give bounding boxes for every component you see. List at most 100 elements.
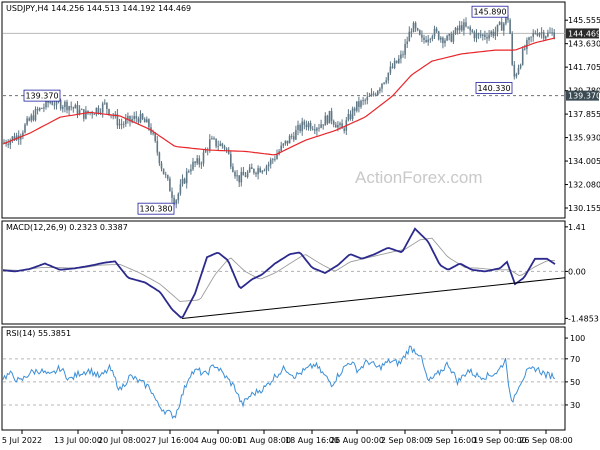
candle-body — [358, 101, 360, 107]
candle-body — [290, 135, 293, 137]
candle-body — [385, 80, 387, 83]
macd-trendline — [181, 277, 566, 320]
candle-body — [125, 119, 127, 124]
candle-body — [498, 22, 501, 25]
candle-body — [30, 115, 33, 121]
candle-body — [200, 163, 203, 165]
candle-body — [444, 40, 446, 44]
candle-body — [51, 101, 54, 105]
candle-body — [148, 119, 150, 128]
price-tick-label: 137.855 — [568, 110, 600, 119]
candle-body — [9, 140, 12, 145]
candle-body — [513, 64, 516, 77]
candle-body — [429, 38, 432, 40]
candle-body — [307, 122, 310, 128]
price-tick-label: 134.005 — [568, 157, 600, 166]
candle-body — [318, 127, 320, 129]
candle-body — [379, 88, 381, 91]
candle-body — [551, 32, 553, 34]
candle-body — [209, 139, 211, 151]
candle-body — [139, 113, 142, 123]
time-tick-label: 19 Sep 00:00 — [473, 436, 526, 445]
candle-body — [106, 102, 108, 110]
candle-body — [389, 66, 392, 73]
candle-body — [173, 197, 175, 205]
price-header: USDJPY,H4 144.256 144.513 144.192 144.46… — [6, 4, 191, 13]
candle-body — [133, 116, 135, 120]
candle-body — [456, 27, 459, 31]
macd-axis: 1.41 0.00 -1.4853 — [565, 223, 599, 323]
candle-body — [442, 37, 444, 44]
candle-body — [524, 48, 526, 50]
candle-body — [146, 119, 148, 123]
candle-body — [427, 39, 429, 43]
candle-body — [400, 54, 402, 59]
low-callout-140: 140.330 — [477, 84, 510, 93]
candle-body — [122, 123, 125, 125]
candle-body — [295, 129, 297, 140]
candle-body — [234, 171, 236, 177]
time-tick-label: 11 Aug 08:00 — [237, 436, 291, 445]
candle-body — [246, 172, 249, 177]
candle-body — [118, 123, 121, 126]
candle-body — [475, 33, 478, 39]
candle-body — [446, 35, 448, 41]
candle-body — [324, 115, 327, 126]
candle-body — [265, 166, 268, 171]
candle-body — [311, 128, 314, 130]
candle-body — [330, 110, 333, 121]
time-tick-label: 13 Jul 00:00 — [54, 436, 102, 445]
candle-body — [49, 101, 51, 103]
level-callout-139: 139.370 — [25, 92, 58, 101]
candle-body — [528, 37, 530, 41]
candle-body — [440, 37, 442, 40]
level-callout-139-box — [23, 89, 61, 102]
candle-body — [120, 123, 123, 125]
price-tick-label: 130.155 — [568, 204, 600, 213]
candle-body — [211, 138, 213, 140]
candle-body — [24, 124, 26, 133]
candle-body — [85, 110, 87, 119]
candle-body — [297, 125, 299, 130]
candle-body — [374, 94, 377, 96]
rsi-tick-label: 100 — [570, 334, 585, 343]
candle-body — [486, 37, 488, 39]
candle-body — [22, 132, 24, 137]
macd-tick-label: 1.41 — [568, 223, 586, 232]
rsi-tick-label: 50 — [570, 378, 580, 387]
candle-body — [276, 154, 278, 160]
candle-body — [433, 28, 436, 37]
candle-body — [183, 178, 186, 184]
candle-body — [545, 36, 547, 39]
candle-body — [339, 123, 341, 125]
candle-body — [255, 172, 257, 175]
candle-body — [36, 108, 39, 111]
candle-body — [3, 142, 5, 143]
candle-body — [538, 33, 541, 36]
candle-body — [64, 101, 66, 108]
candle-body — [423, 37, 425, 40]
candle-body — [526, 40, 528, 50]
candle-body — [62, 107, 64, 109]
candle-body — [362, 99, 364, 101]
candle-body — [213, 138, 215, 140]
candle-body — [227, 149, 230, 155]
candle-body — [223, 146, 226, 149]
candle-body — [349, 114, 352, 120]
candle-body — [500, 22, 503, 31]
candle-body — [34, 108, 37, 121]
candle-body — [505, 17, 507, 24]
candle-body — [219, 143, 222, 146]
candle-body — [248, 167, 251, 173]
candle-body — [230, 154, 232, 167]
candle-body — [410, 31, 413, 33]
candle-body — [45, 99, 47, 108]
candle-body — [301, 121, 303, 132]
price-panel — [1, 1, 566, 219]
candle-body — [267, 164, 270, 167]
candle-body — [259, 168, 261, 173]
candle-body — [536, 33, 539, 36]
candle-body — [530, 36, 532, 38]
candle-body — [515, 74, 518, 77]
